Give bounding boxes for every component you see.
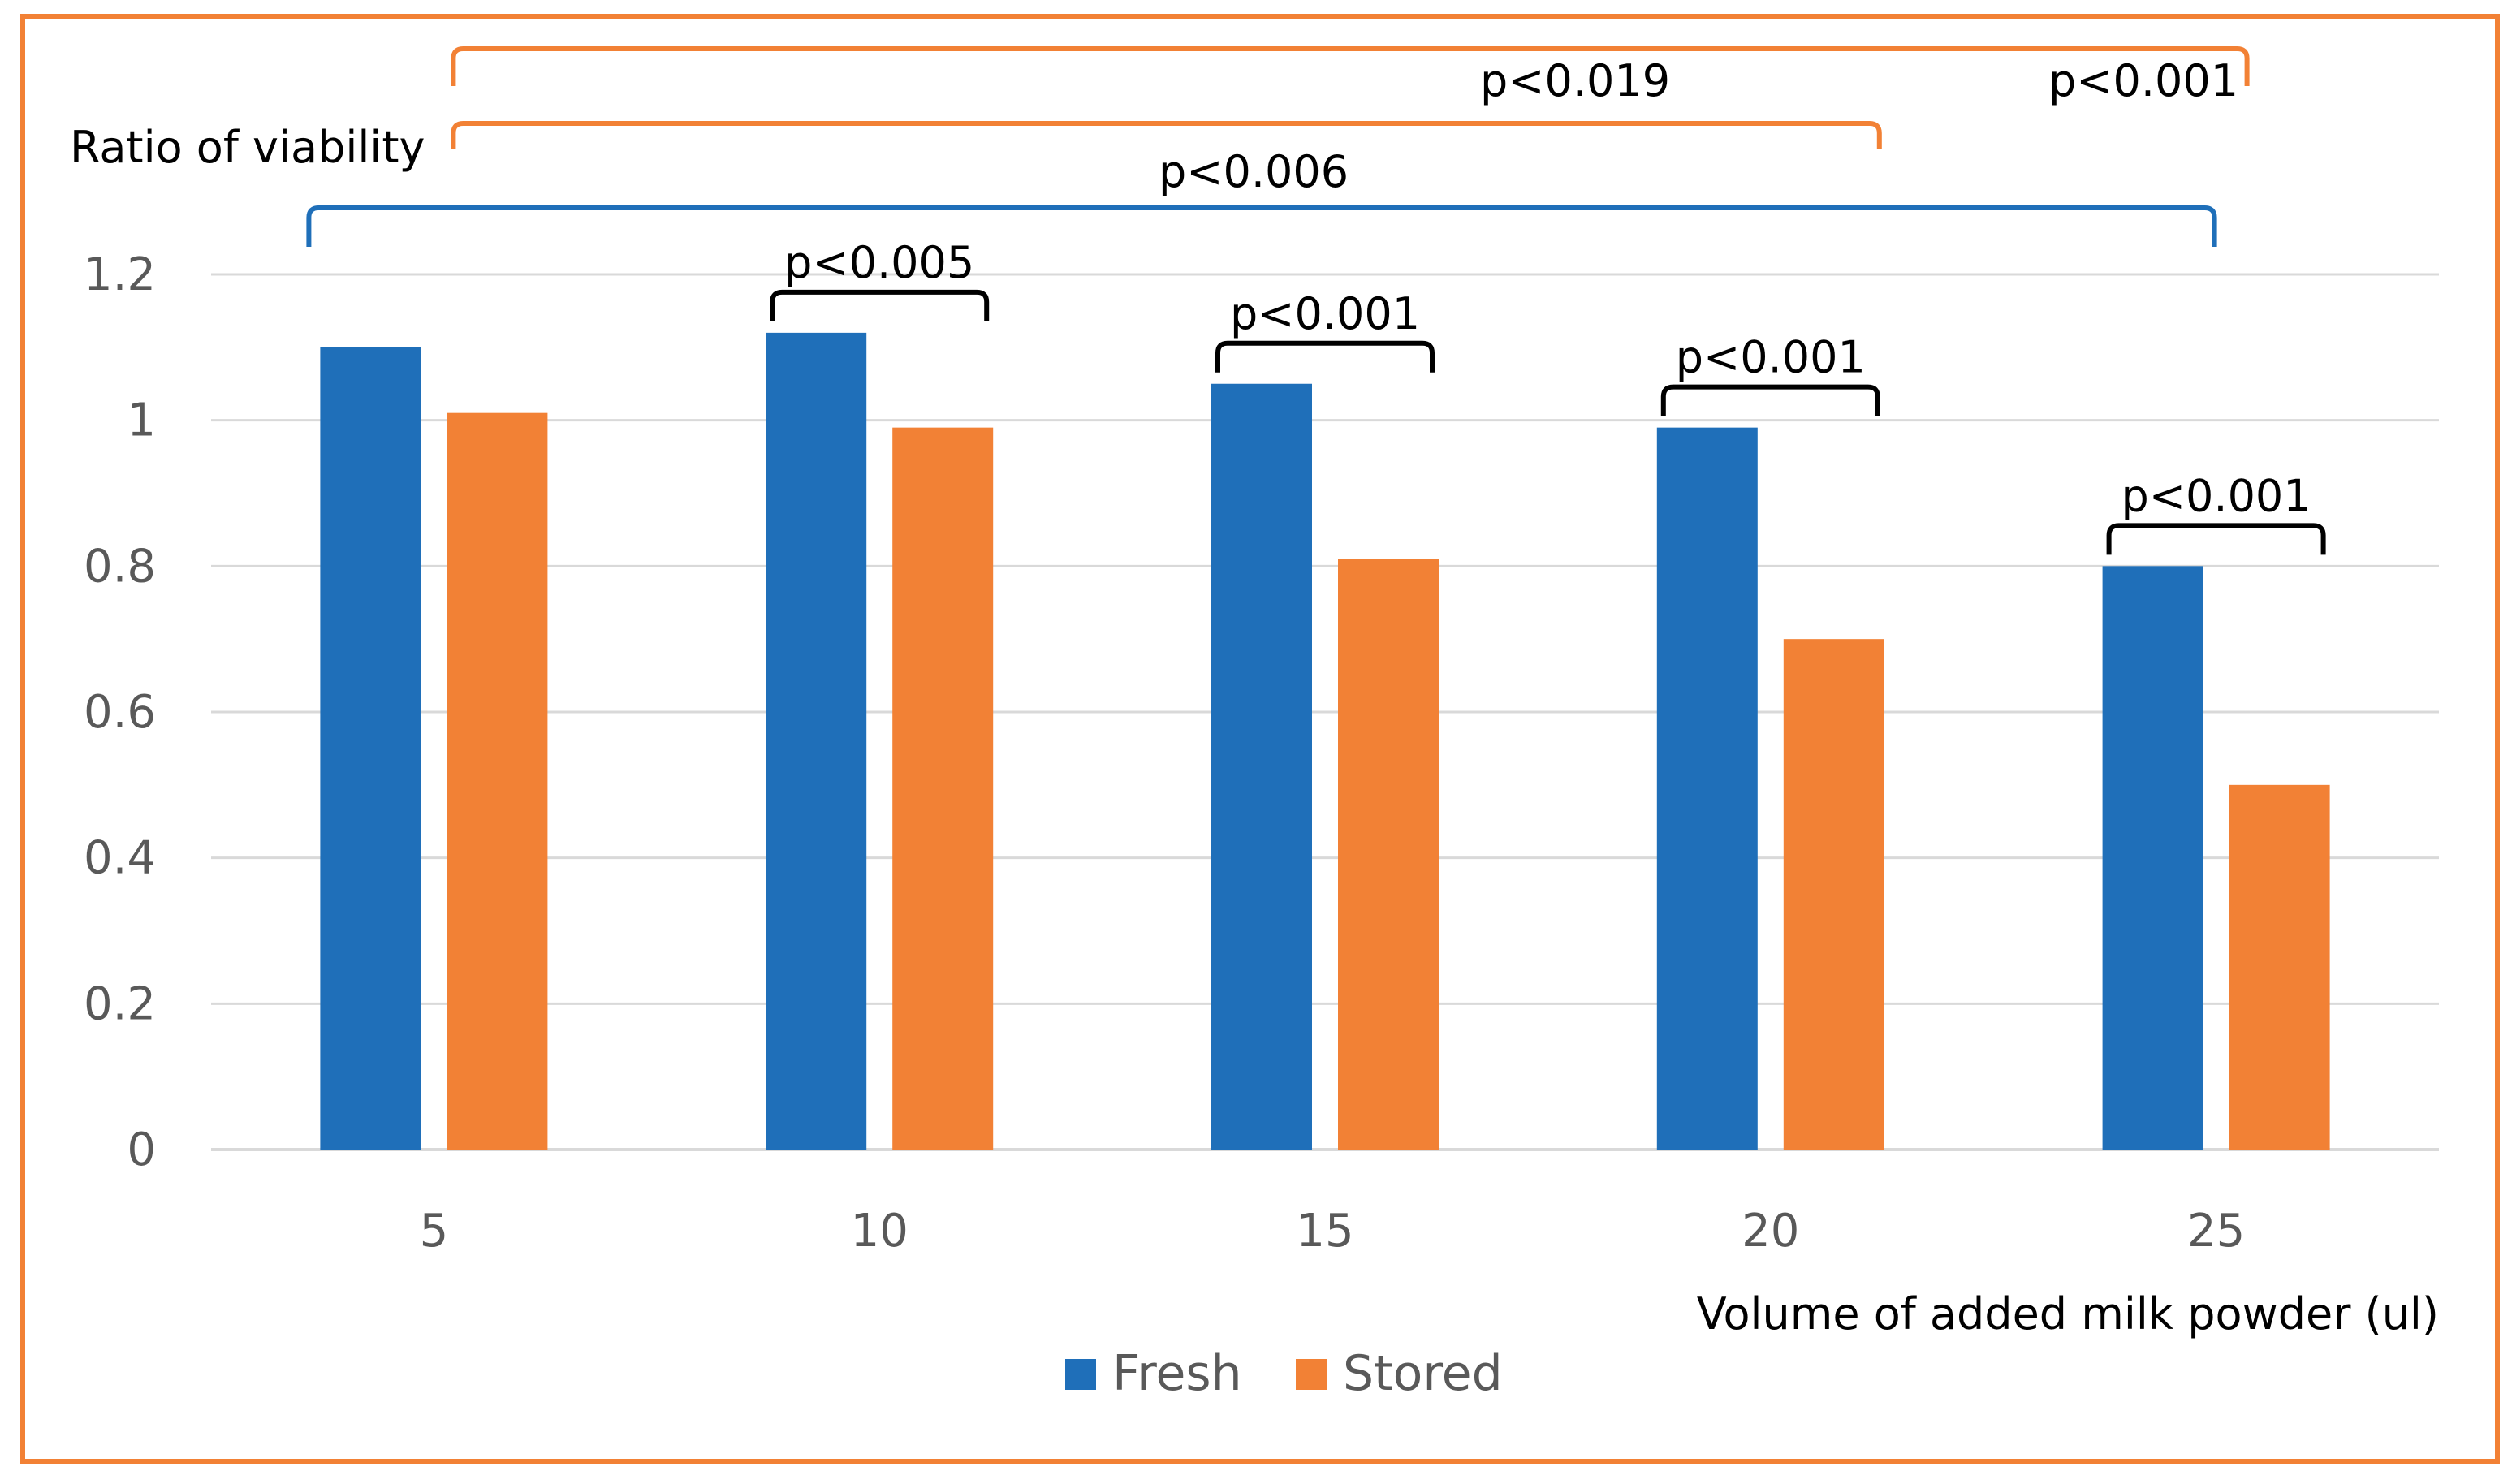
legend-swatch-stored	[1296, 1359, 1327, 1390]
y-tick-label: 0.4	[84, 832, 156, 885]
p-value-label: p<0.019	[1480, 55, 1670, 106]
legend-swatch-fresh	[1065, 1359, 1096, 1390]
y-tick-label: 0.8	[84, 540, 156, 593]
significance-bracket	[1660, 384, 1880, 416]
x-axis-label: Volume of added milk powder (ul)	[1697, 1288, 2439, 1339]
bar-fresh	[766, 332, 867, 1150]
bar-stored	[1783, 639, 1884, 1150]
significance-bracket	[770, 289, 990, 321]
x-tick-label: 5	[420, 1205, 449, 1258]
p-value-label: p<0.001	[2048, 55, 2238, 106]
bar-fresh	[1656, 427, 1758, 1150]
bar-fresh	[1211, 383, 1312, 1150]
y-tick-label: 0.2	[84, 977, 156, 1030]
y-tick-label: 0	[127, 1124, 156, 1176]
p-value-label: p<0.001	[1676, 332, 1866, 383]
p-value-label: p<0.001	[1230, 288, 1420, 339]
legend: Fresh Stored	[1065, 1345, 1503, 1402]
x-tick-label: 25	[2187, 1205, 2245, 1258]
x-tick-label: 10	[851, 1205, 909, 1258]
bar-stored	[1338, 559, 1439, 1150]
bar-fresh	[2102, 566, 2203, 1150]
p-value-label: p<0.005	[784, 237, 974, 288]
y-tick-label: 0.6	[84, 686, 156, 739]
bar-stored	[2229, 784, 2330, 1150]
p-value-label: p<0.006	[1159, 146, 1349, 197]
bar-stored	[892, 427, 994, 1150]
x-tick-label: 20	[1742, 1205, 1799, 1258]
bar-stored	[447, 412, 548, 1150]
tick-labels: 0 0.2 0.4 0.6 0.8 1 1.2 5 10 15 20 25	[84, 248, 2245, 1258]
significance-bracket	[451, 46, 2250, 86]
significance-bracket	[306, 205, 2217, 247]
significance-bracket	[451, 121, 1882, 149]
significance-bracket	[2106, 523, 2326, 555]
bars	[320, 332, 2330, 1150]
y-axis-label: Ratio of viability	[70, 122, 425, 173]
y-tick-label: 1.2	[84, 248, 156, 301]
gridlines	[211, 273, 2439, 1151]
legend-label-fresh: Fresh	[1112, 1345, 1242, 1402]
bar-fresh	[320, 347, 421, 1150]
p-value-label: p<0.001	[2121, 470, 2311, 521]
x-tick-label: 15	[1296, 1205, 1353, 1258]
significance-bracket	[1215, 340, 1435, 373]
legend-label-stored: Stored	[1343, 1345, 1503, 1402]
significance-brackets: p<0.005 p<0.001 p<0.001 p<0.001 p<0.006 p<0.0…	[306, 46, 2326, 555]
y-tick-label: 1	[127, 395, 156, 447]
